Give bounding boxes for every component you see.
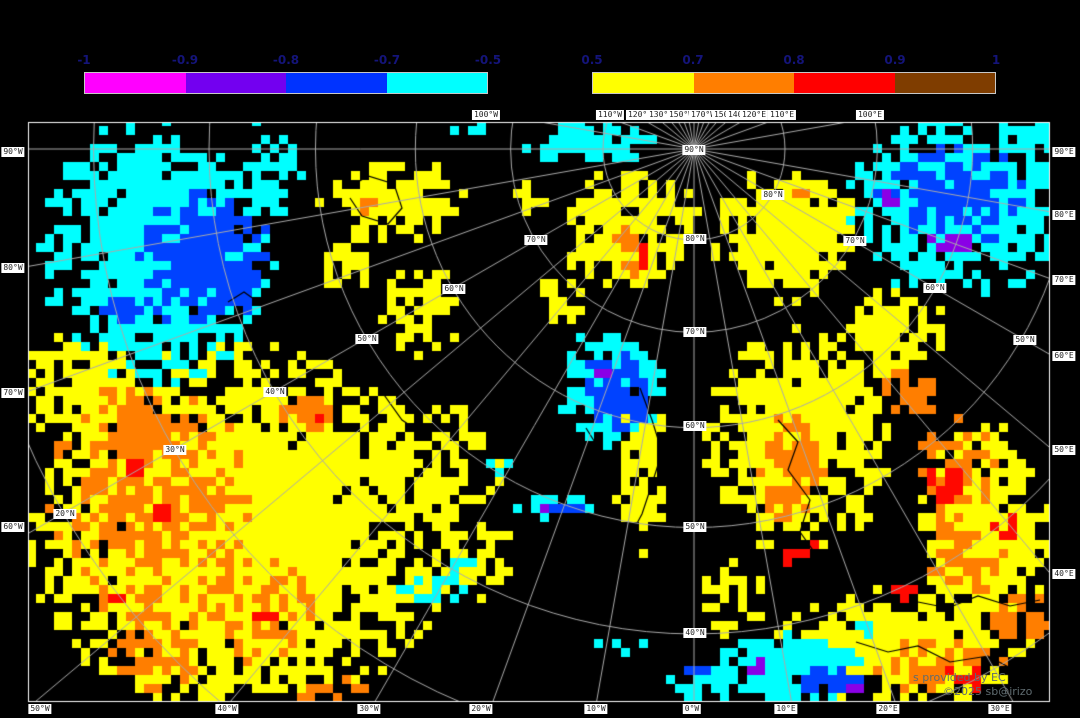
lon-label-bottom: 10°E — [774, 704, 798, 714]
colorbar-tick: 0.5 — [581, 53, 603, 67]
colorbar-segment — [386, 73, 487, 93]
colorbar-segment — [593, 73, 694, 93]
lon-label-top: 100°E — [855, 110, 885, 120]
lon-label-bottom: 0°W — [682, 704, 702, 714]
lon-label-top: 170°W — [688, 110, 718, 120]
lat-label: 50°N — [355, 334, 379, 344]
lon-label-top: 100°W — [471, 110, 501, 120]
lon-label-top: 130°W — [646, 110, 676, 120]
lon-label-bottom: 30°E — [988, 704, 1012, 714]
lat-label: 80°N — [761, 190, 785, 200]
colorbar-segment — [85, 73, 186, 93]
lat-label: 70°N — [843, 236, 867, 246]
lon-label-right: 80°E — [1052, 210, 1076, 220]
lon-label-right: 70°E — [1052, 275, 1076, 285]
lat-label: 60°N — [923, 283, 947, 293]
lon-label-bottom: 20°E — [876, 704, 900, 714]
negative-colorbar — [84, 72, 488, 94]
lon-label-left: 70°W — [1, 388, 25, 398]
lon-label-bottom: 10°W — [584, 704, 608, 714]
colorbar-segment — [185, 73, 286, 93]
colorbar-tick: -1 — [77, 53, 91, 67]
colorbar-segment — [286, 73, 387, 93]
lat-label: 40°N — [263, 387, 287, 397]
watermark-line2: ©2025 sb@irizo — [943, 685, 1033, 698]
lon-label-right: 40°E — [1052, 569, 1076, 579]
lat-label: 20°N — [53, 509, 77, 519]
colorbar-tick: 0.9 — [884, 53, 906, 67]
lat-label: 60°N — [442, 284, 466, 294]
watermark: s provided by EC ©2025 sb@irizo — [905, 671, 1048, 700]
colorbar-tick: 1 — [991, 53, 1001, 67]
watermark-line1: s provided by EC — [913, 671, 1006, 684]
lon-label-bottom: 30°W — [357, 704, 381, 714]
colorbar-tick: 0.7 — [682, 53, 704, 67]
lat-label: 50°N — [1013, 335, 1037, 345]
colorbar-tick: -0.8 — [272, 53, 300, 67]
lon-label-left: 60°W — [1, 522, 25, 532]
lon-label-right: 50°E — [1052, 445, 1076, 455]
lon-label-top: 110°W — [595, 110, 625, 120]
lat-label: 40°N — [683, 628, 707, 638]
lat-label: 70°N — [524, 235, 548, 245]
lon-label-right: 90°E — [1052, 147, 1076, 157]
lon-label-top: 120°W — [625, 110, 655, 120]
positive-colorbar — [592, 72, 996, 94]
colorbar-segment — [894, 73, 995, 93]
lat-label: 80°N — [683, 234, 707, 244]
lat-label: 50°N — [683, 522, 707, 532]
colorbar-tick: -0.7 — [373, 53, 401, 67]
lat-label: 60°N — [683, 421, 707, 431]
colorbar-segment — [794, 73, 895, 93]
lon-label-right: 60°E — [1052, 351, 1076, 361]
lon-label-bottom: 40°W — [215, 704, 239, 714]
lon-label-top: 120°E — [739, 110, 769, 120]
lon-label-top: 150°W — [666, 110, 696, 120]
lon-label-left: 90°W — [1, 147, 25, 157]
colorbar-segment — [693, 73, 794, 93]
pole-label: 90°N — [682, 145, 706, 155]
lon-label-bottom: 50°W — [28, 704, 52, 714]
lat-label: 30°N — [163, 445, 187, 455]
lat-label: 70°N — [683, 327, 707, 337]
lon-label-bottom: 20°W — [469, 704, 493, 714]
colorbar-tick: 0.8 — [783, 53, 805, 67]
lon-label-left: 80°W — [1, 263, 25, 273]
colorbar-tick: -0.5 — [474, 53, 502, 67]
colorbar-tick: -0.9 — [171, 53, 199, 67]
lon-label-top: 110°E — [767, 110, 797, 120]
